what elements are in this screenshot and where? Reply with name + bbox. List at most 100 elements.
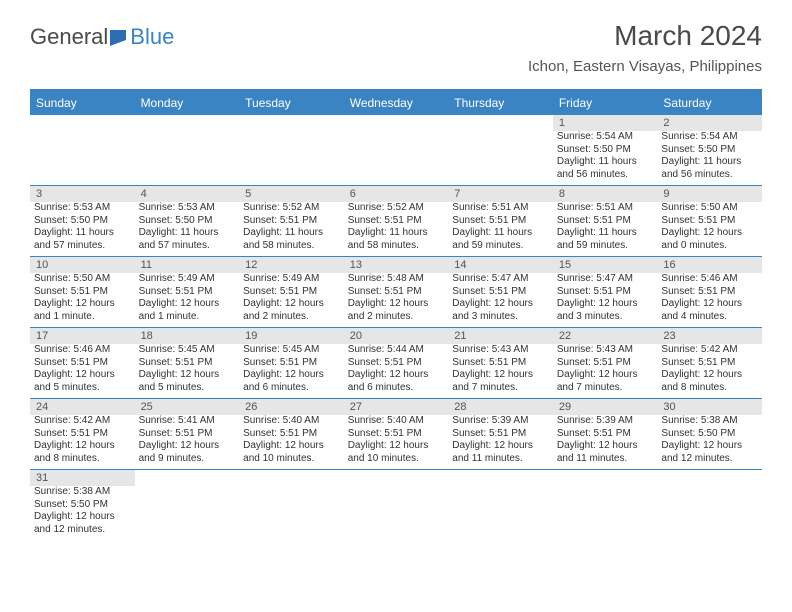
daylight: Daylight: 12 hours and 9 minutes. — [139, 440, 236, 465]
sunrise: Sunrise: 5:46 AM — [34, 344, 131, 357]
sunrise: Sunrise: 5:39 AM — [452, 415, 549, 428]
day-cell: Sunrise: 5:38 AMSunset: 5:50 PMDaylight:… — [30, 486, 135, 540]
day-number: 8 — [553, 186, 658, 202]
sunset: Sunset: 5:51 PM — [348, 286, 445, 299]
day-header-row: SundayMondayTuesdayWednesdayThursdayFrid… — [30, 91, 762, 115]
daylight: Daylight: 12 hours and 5 minutes. — [34, 369, 131, 394]
day-number: 17 — [30, 328, 135, 344]
month-title: March 2024 — [528, 20, 762, 52]
day-cell: Sunrise: 5:49 AMSunset: 5:51 PMDaylight:… — [239, 273, 344, 327]
day-number: 11 — [135, 257, 240, 273]
day-cell: Sunrise: 5:40 AMSunset: 5:51 PMDaylight:… — [344, 415, 449, 469]
day-cell: Sunrise: 5:38 AMSunset: 5:50 PMDaylight:… — [657, 415, 762, 469]
week-row: Sunrise: 5:54 AMSunset: 5:50 PMDaylight:… — [30, 131, 762, 186]
sunrise: Sunrise: 5:53 AM — [139, 202, 236, 215]
sunrise: Sunrise: 5:42 AM — [661, 344, 758, 357]
daynum-row: 3456789 — [30, 186, 762, 202]
day-number: 20 — [344, 328, 449, 344]
daylight: Daylight: 12 hours and 5 minutes. — [139, 369, 236, 394]
sunrise: Sunrise: 5:51 AM — [557, 202, 654, 215]
day-cell — [553, 486, 658, 540]
day-number: 6 — [344, 186, 449, 202]
daylight: Daylight: 12 hours and 7 minutes. — [452, 369, 549, 394]
week-row: Sunrise: 5:46 AMSunset: 5:51 PMDaylight:… — [30, 344, 762, 399]
day-number: 13 — [344, 257, 449, 273]
sunrise: Sunrise: 5:43 AM — [452, 344, 549, 357]
sunset: Sunset: 5:51 PM — [34, 357, 131, 370]
day-number — [553, 470, 658, 486]
day-number: 24 — [30, 399, 135, 415]
sunrise: Sunrise: 5:49 AM — [243, 273, 340, 286]
sunset: Sunset: 5:51 PM — [348, 357, 445, 370]
day-cell: Sunrise: 5:46 AMSunset: 5:51 PMDaylight:… — [657, 273, 762, 327]
day-cell: Sunrise: 5:44 AMSunset: 5:51 PMDaylight:… — [344, 344, 449, 398]
day-number — [448, 115, 553, 131]
daylight: Daylight: 12 hours and 3 minutes. — [557, 298, 654, 323]
day-number — [239, 115, 344, 131]
day-number: 12 — [239, 257, 344, 273]
sunrise: Sunrise: 5:41 AM — [139, 415, 236, 428]
day-cell: Sunrise: 5:42 AMSunset: 5:51 PMDaylight:… — [30, 415, 135, 469]
daylight: Daylight: 12 hours and 8 minutes. — [661, 369, 758, 394]
day-number: 9 — [657, 186, 762, 202]
day-cell — [344, 131, 449, 185]
sunrise: Sunrise: 5:50 AM — [661, 202, 758, 215]
day-number — [344, 470, 449, 486]
sunset: Sunset: 5:51 PM — [557, 215, 654, 228]
day-number: 23 — [657, 328, 762, 344]
day-cell: Sunrise: 5:49 AMSunset: 5:51 PMDaylight:… — [135, 273, 240, 327]
day-cell: Sunrise: 5:40 AMSunset: 5:51 PMDaylight:… — [239, 415, 344, 469]
day-number: 22 — [553, 328, 658, 344]
day-number: 27 — [344, 399, 449, 415]
sunrise: Sunrise: 5:39 AM — [557, 415, 654, 428]
sunrise: Sunrise: 5:53 AM — [34, 202, 131, 215]
title-block: March 2024 Ichon, Eastern Visayas, Phili… — [528, 20, 762, 75]
day-cell: Sunrise: 5:39 AMSunset: 5:51 PMDaylight:… — [553, 415, 658, 469]
sunset: Sunset: 5:51 PM — [661, 286, 758, 299]
day-cell: Sunrise: 5:43 AMSunset: 5:51 PMDaylight:… — [553, 344, 658, 398]
day-number: 16 — [657, 257, 762, 273]
day-number — [657, 470, 762, 486]
sunrise: Sunrise: 5:42 AM — [34, 415, 131, 428]
sunset: Sunset: 5:51 PM — [348, 215, 445, 228]
sunset: Sunset: 5:51 PM — [139, 357, 236, 370]
logo: General Blue — [30, 20, 174, 50]
day-cell: Sunrise: 5:51 AMSunset: 5:51 PMDaylight:… — [553, 202, 658, 256]
day-number: 4 — [135, 186, 240, 202]
sunset: Sunset: 5:50 PM — [661, 428, 758, 441]
daylight: Daylight: 12 hours and 7 minutes. — [557, 369, 654, 394]
daylight: Daylight: 11 hours and 56 minutes. — [557, 156, 654, 181]
sunset: Sunset: 5:51 PM — [243, 215, 340, 228]
sunset: Sunset: 5:51 PM — [557, 286, 654, 299]
day-cell — [30, 131, 135, 185]
week-row: Sunrise: 5:42 AMSunset: 5:51 PMDaylight:… — [30, 415, 762, 470]
day-cell: Sunrise: 5:42 AMSunset: 5:51 PMDaylight:… — [657, 344, 762, 398]
day-number: 25 — [135, 399, 240, 415]
sunset: Sunset: 5:51 PM — [557, 357, 654, 370]
daylight: Daylight: 12 hours and 0 minutes. — [661, 227, 758, 252]
daylight: Daylight: 11 hours and 59 minutes. — [557, 227, 654, 252]
day-cell — [135, 131, 240, 185]
day-number — [239, 470, 344, 486]
day-cell: Sunrise: 5:46 AMSunset: 5:51 PMDaylight:… — [30, 344, 135, 398]
day-cell: Sunrise: 5:47 AMSunset: 5:51 PMDaylight:… — [448, 273, 553, 327]
sunset: Sunset: 5:51 PM — [661, 357, 758, 370]
day-cell: Sunrise: 5:47 AMSunset: 5:51 PMDaylight:… — [553, 273, 658, 327]
week-row: Sunrise: 5:38 AMSunset: 5:50 PMDaylight:… — [30, 486, 762, 540]
day-cell: Sunrise: 5:45 AMSunset: 5:51 PMDaylight:… — [135, 344, 240, 398]
day-number — [135, 115, 240, 131]
daylight: Daylight: 12 hours and 8 minutes. — [34, 440, 131, 465]
sunrise: Sunrise: 5:48 AM — [348, 273, 445, 286]
day-number — [135, 470, 240, 486]
sunset: Sunset: 5:50 PM — [34, 499, 131, 512]
week-row: Sunrise: 5:53 AMSunset: 5:50 PMDaylight:… — [30, 202, 762, 257]
day-cell — [448, 486, 553, 540]
day-header-cell: Wednesday — [344, 91, 449, 115]
sunrise: Sunrise: 5:47 AM — [452, 273, 549, 286]
sunset: Sunset: 5:51 PM — [139, 286, 236, 299]
sunset: Sunset: 5:51 PM — [243, 357, 340, 370]
daylight: Daylight: 12 hours and 11 minutes. — [557, 440, 654, 465]
daylight: Daylight: 11 hours and 57 minutes. — [139, 227, 236, 252]
day-cell — [344, 486, 449, 540]
sunrise: Sunrise: 5:47 AM — [557, 273, 654, 286]
